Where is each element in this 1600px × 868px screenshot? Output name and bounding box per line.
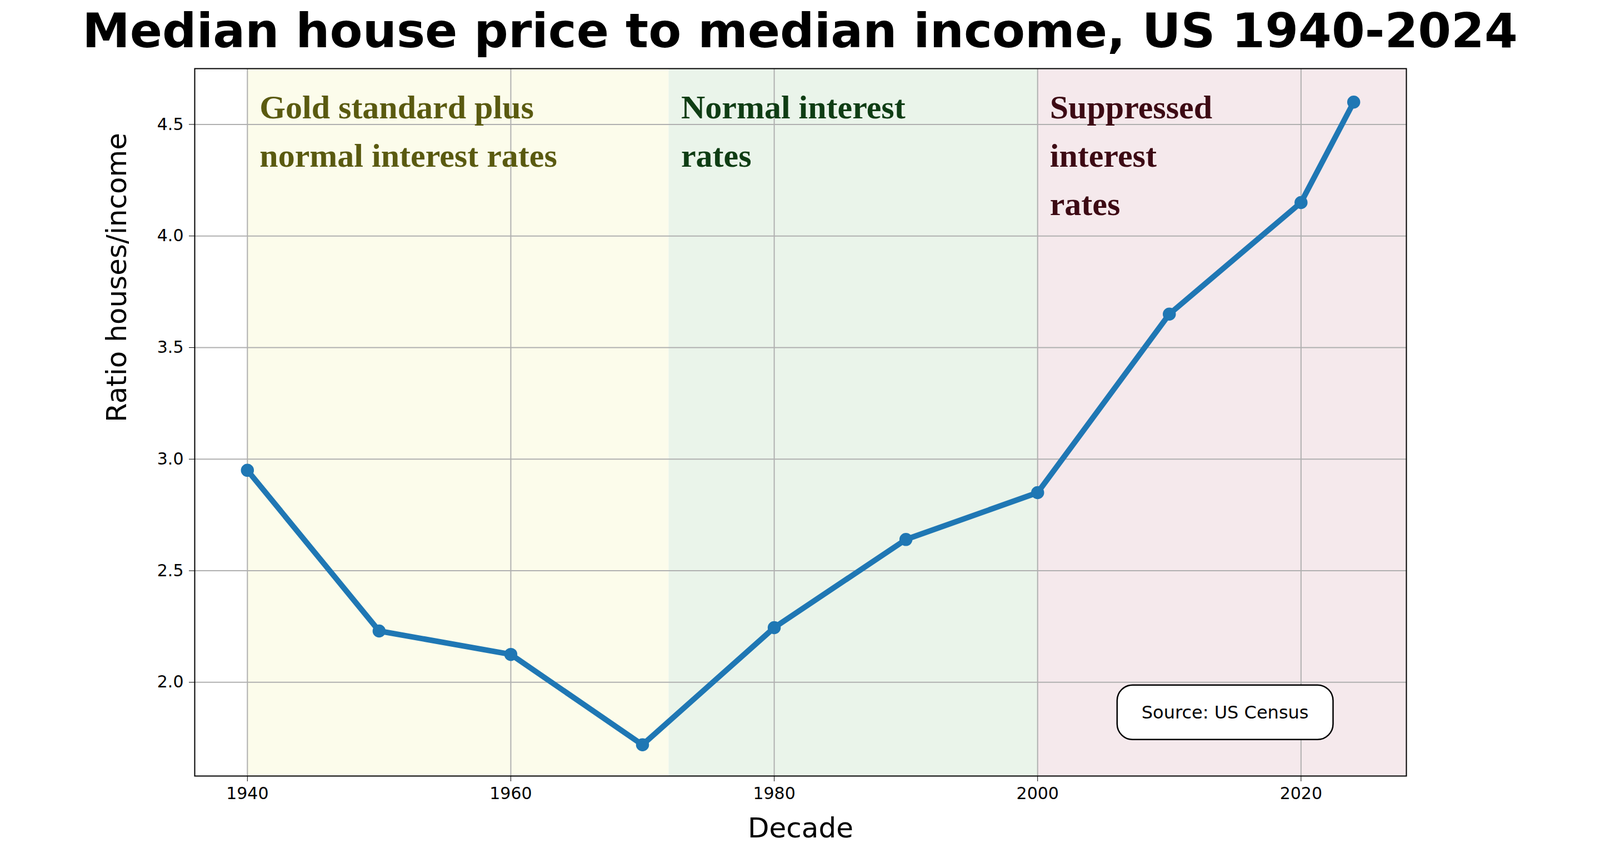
svg-text:3.5: 3.5 [157, 337, 184, 357]
svg-text:2000: 2000 [1016, 783, 1059, 803]
svg-text:Source: US Census: Source: US Census [1141, 701, 1309, 723]
svg-text:1940: 1940 [226, 783, 269, 803]
svg-text:4.5: 4.5 [157, 113, 184, 134]
svg-text:Normal interestrates: Normal interestrates [681, 88, 906, 174]
svg-text:2020: 2020 [1280, 783, 1323, 803]
svg-text:3.0: 3.0 [157, 448, 184, 469]
svg-text:Gold standard plusnormal inter: Gold standard plusnormal interest rates [259, 88, 557, 174]
svg-text:2.5: 2.5 [157, 560, 184, 580]
svg-text:Ratio houses/income: Ratio houses/income [100, 132, 133, 423]
svg-text:1960: 1960 [489, 783, 532, 803]
svg-text:Suppressedinterestrates: Suppressedinterestrates [1050, 88, 1213, 223]
svg-text:Decade: Decade [747, 811, 854, 844]
svg-text:4.0: 4.0 [157, 225, 184, 245]
html-text:Median house price to median i: Median house price to median income, US … [82, 2, 1518, 59]
svg-text:2.0: 2.0 [157, 671, 184, 692]
svg-text:1980: 1980 [752, 783, 795, 803]
